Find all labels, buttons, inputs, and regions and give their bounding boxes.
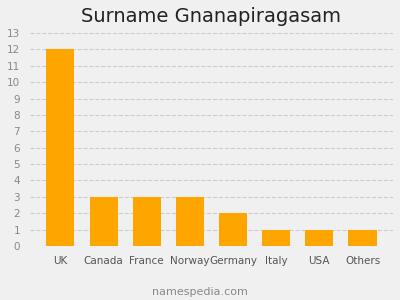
Bar — [133, 197, 161, 246]
Bar — [262, 230, 290, 246]
Bar — [90, 197, 118, 246]
Bar — [348, 230, 376, 246]
Text: namespedia.com: namespedia.com — [152, 287, 248, 297]
Bar — [219, 213, 247, 246]
Bar — [46, 50, 74, 246]
Bar — [305, 230, 333, 246]
Bar — [176, 197, 204, 246]
Title: Surname Gnanapiragasam: Surname Gnanapiragasam — [82, 7, 342, 26]
